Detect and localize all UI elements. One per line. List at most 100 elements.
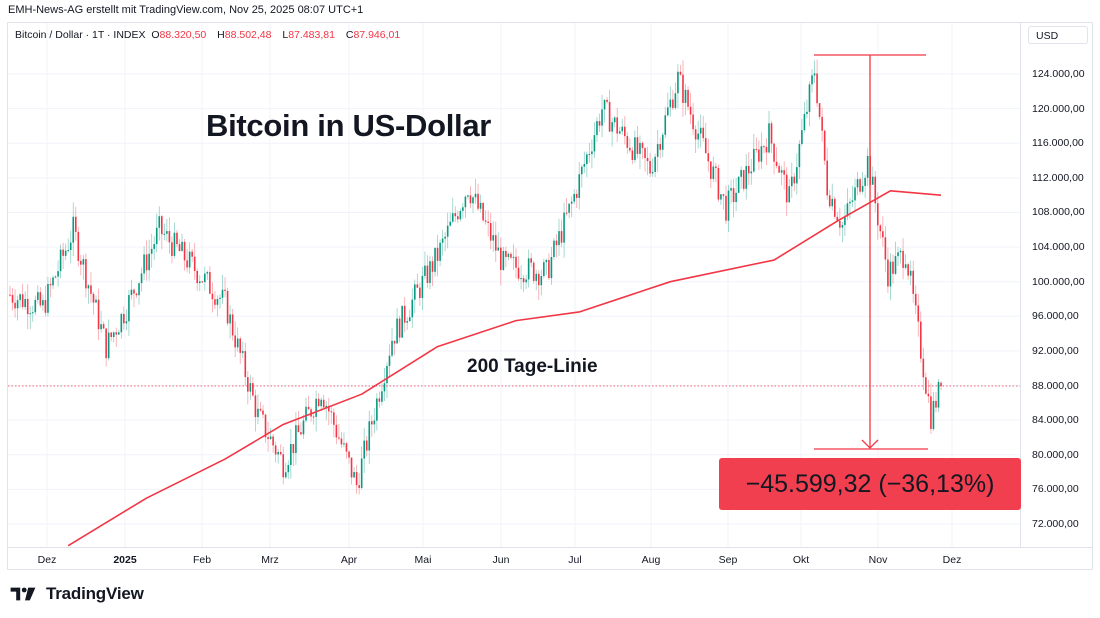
candle-body xyxy=(813,73,816,76)
candle-body xyxy=(651,171,654,174)
candle-body xyxy=(823,130,826,161)
candle-body xyxy=(47,284,49,313)
candle-body xyxy=(419,287,421,298)
candle-body xyxy=(211,293,214,300)
candle-body xyxy=(257,408,259,418)
candle-body xyxy=(778,166,780,173)
candle-body xyxy=(497,247,500,251)
candle-body xyxy=(37,292,39,300)
candle-body xyxy=(500,247,502,271)
candle-body xyxy=(833,198,836,217)
candle-body xyxy=(249,383,252,392)
candle-body xyxy=(543,262,545,276)
ohlc-high-key: H xyxy=(217,29,225,41)
candle-body xyxy=(894,256,897,274)
ohlc-open-value: 88.320,50 xyxy=(159,29,207,41)
candle-body xyxy=(365,440,368,451)
candle-body xyxy=(429,261,431,283)
candle-body xyxy=(49,284,52,286)
candle-body xyxy=(580,166,583,175)
candle-body xyxy=(414,284,416,300)
candle-body xyxy=(704,138,707,154)
candle-body xyxy=(320,399,322,407)
candle-body xyxy=(535,273,538,281)
candle-body xyxy=(510,253,512,258)
candle-body xyxy=(591,151,593,155)
measure-arrow-icon xyxy=(861,439,879,449)
time-tick-label: Okt xyxy=(792,554,810,566)
candle-body xyxy=(358,485,360,488)
candle-body xyxy=(290,443,292,466)
candle-body xyxy=(416,284,419,288)
candle-body xyxy=(846,203,849,217)
candle-body xyxy=(930,396,932,430)
candle-body xyxy=(391,340,393,356)
candle-body xyxy=(158,216,161,228)
candle-body xyxy=(234,335,236,348)
candle-body xyxy=(42,300,44,306)
candle-body xyxy=(259,408,262,411)
ma200-line xyxy=(67,190,942,547)
candle-body xyxy=(927,393,930,397)
price-axis-separator xyxy=(1020,22,1021,547)
candle-body xyxy=(39,292,42,306)
candle-body xyxy=(406,321,409,323)
candle-body xyxy=(459,210,462,220)
candle-body xyxy=(360,458,363,488)
candle-body xyxy=(730,188,732,191)
candle-body xyxy=(26,298,29,315)
candle-body xyxy=(353,472,355,478)
price-tick-label: 80.000,00 xyxy=(1032,448,1079,461)
candle-body xyxy=(520,278,522,280)
candle-body xyxy=(613,117,616,123)
candle-body xyxy=(851,200,854,202)
candle-body xyxy=(193,256,196,272)
candle-body xyxy=(383,383,386,392)
candle-body xyxy=(188,251,191,268)
candle-body xyxy=(588,154,591,156)
candle-body xyxy=(388,355,391,366)
candle-body xyxy=(279,451,282,455)
price-tick-label: 100.000,00 xyxy=(1032,275,1085,288)
candle-body xyxy=(770,123,773,144)
candle-body xyxy=(555,240,558,246)
candle-body xyxy=(77,231,80,261)
ohlc-high-value: 88.502,48 xyxy=(224,29,272,41)
candle-body xyxy=(758,149,760,162)
candle-body xyxy=(697,133,699,140)
candle-body xyxy=(54,276,57,278)
candle-body xyxy=(467,195,469,197)
candle-body xyxy=(677,71,679,94)
candle-body xyxy=(469,195,472,204)
candle-body xyxy=(489,223,492,241)
candle-body xyxy=(322,399,325,408)
candle-body xyxy=(629,147,631,151)
candle-body xyxy=(575,193,578,198)
candle-body xyxy=(446,225,449,237)
candle-body xyxy=(386,365,388,384)
candle-body xyxy=(381,391,383,402)
candle-body xyxy=(431,261,434,272)
candle-body xyxy=(626,136,629,148)
candle-body xyxy=(522,278,525,283)
candle-body xyxy=(221,289,224,298)
candle-body xyxy=(710,161,712,179)
candle-body xyxy=(507,253,510,257)
candle-body xyxy=(441,238,444,243)
candle-body xyxy=(338,437,340,439)
candle-body xyxy=(302,420,305,435)
candle-body xyxy=(912,270,915,294)
candle-body xyxy=(889,261,892,287)
candle-body xyxy=(659,144,662,150)
candle-body xyxy=(226,290,229,324)
time-tick-label: Dez xyxy=(37,554,57,566)
candle-body xyxy=(803,114,806,131)
ohlc-close-key: C xyxy=(345,29,354,41)
tradingview-branding[interactable]: TradingView xyxy=(10,584,144,604)
candle-body xyxy=(102,324,105,329)
symbol-legend: Bitcoin / Dollar · 1T · INDEX O88.320,50… xyxy=(15,29,408,41)
price-tick-label: 108.000,00 xyxy=(1032,206,1085,219)
candle-body xyxy=(811,75,813,85)
currency-selector[interactable]: USD xyxy=(1028,26,1088,44)
